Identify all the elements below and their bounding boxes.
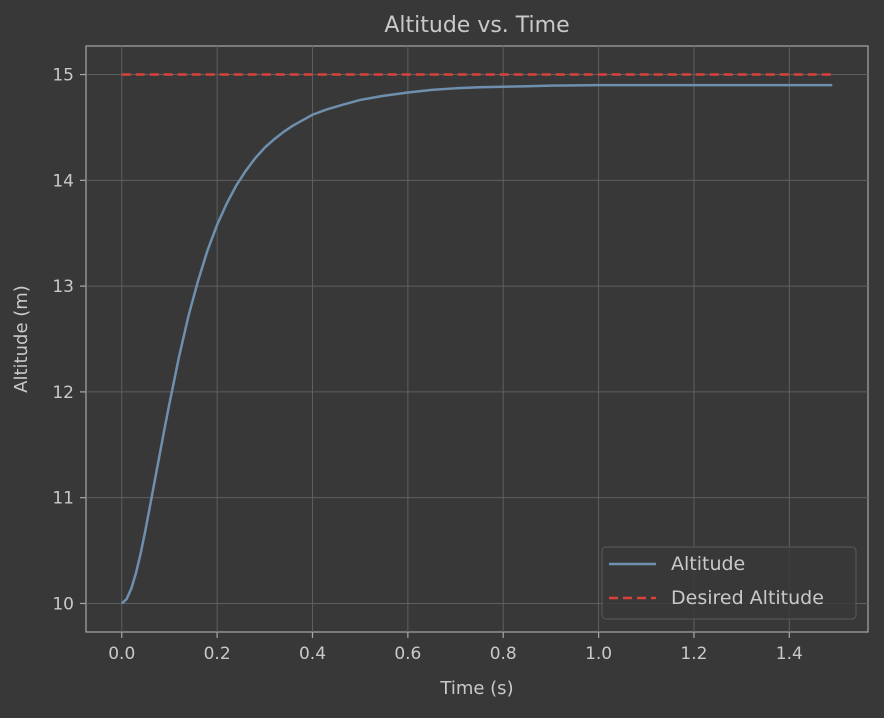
chart-title: Altitude vs. Time [384,13,569,38]
x-tick-label: 0.8 [490,644,517,664]
legend-box [601,546,857,620]
legend: Altitude Desired Altitude [601,546,857,620]
plot-area [85,45,869,633]
y-axis-ticks: 10 11 12 13 14 15 [52,66,86,614]
y-tick-label: 13 [52,277,74,297]
y-tick-label: 12 [52,383,74,403]
y-tick-label: 15 [52,66,74,86]
x-tick-label: 1.0 [585,644,612,664]
series-layer [120,73,833,605]
y-tick-label: 10 [52,594,74,614]
y-axis-label: Altitude (m) [11,285,32,393]
x-tick-label: 1.2 [680,644,707,664]
legend-label-altitude: Altitude [671,553,745,575]
y-tick-label: 14 [52,171,74,191]
axes-frame [85,45,869,633]
x-axis-label: Time (s) [439,678,513,699]
series-line-altitude [120,83,833,605]
x-tick-label: 0.0 [108,644,135,664]
legend-label-desired-altitude: Desired Altitude [671,587,824,609]
x-tick-label: 1.4 [776,644,803,664]
x-axis-ticks: 0.0 0.2 0.4 0.6 0.8 1.0 1.2 1.4 [108,632,803,664]
y-tick-label: 11 [52,489,74,509]
x-tick-label: 0.4 [299,644,326,664]
x-tick-label: 0.6 [394,644,421,664]
x-tick-label: 0.2 [204,644,231,664]
